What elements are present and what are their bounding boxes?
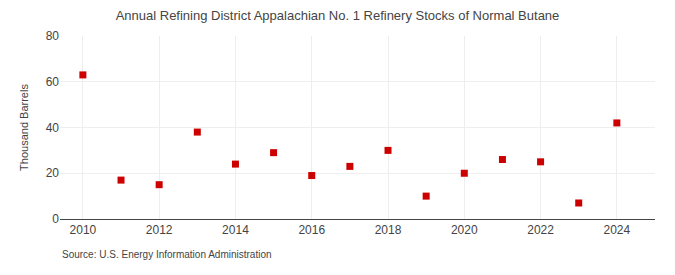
svg-text:20: 20 [46, 166, 60, 180]
svg-text:60: 60 [46, 75, 60, 89]
svg-text:2014: 2014 [222, 223, 249, 237]
svg-text:Thousand Barrels: Thousand Barrels [18, 84, 30, 171]
svg-text:40: 40 [46, 121, 60, 135]
svg-text:Annual Refining District Appal: Annual Refining District Appalachian No.… [116, 8, 560, 23]
svg-text:80: 80 [46, 29, 60, 43]
svg-text:2022: 2022 [527, 223, 554, 237]
svg-text:2012: 2012 [146, 223, 173, 237]
svg-text:2010: 2010 [70, 223, 97, 237]
svg-text:2016: 2016 [298, 223, 325, 237]
svg-text:0: 0 [52, 212, 59, 226]
svg-text:2024: 2024 [604, 223, 631, 237]
svg-text:Source: U.S. Energy Informatio: Source: U.S. Energy Information Administ… [62, 249, 272, 260]
svg-text:2020: 2020 [451, 223, 478, 237]
svg-text:2018: 2018 [375, 223, 402, 237]
